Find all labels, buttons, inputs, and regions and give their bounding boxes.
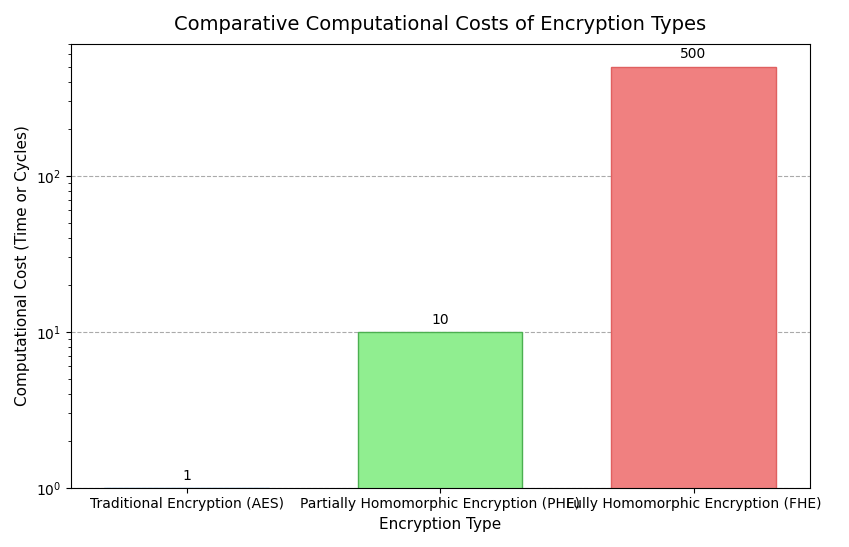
Text: 500: 500 bbox=[680, 48, 706, 61]
Bar bbox=[104, 488, 269, 547]
Bar bbox=[357, 331, 522, 547]
Title: Comparative Computational Costs of Encryption Types: Comparative Computational Costs of Encry… bbox=[174, 15, 706, 34]
X-axis label: Encryption Type: Encryption Type bbox=[379, 517, 501, 532]
Text: 10: 10 bbox=[431, 312, 449, 327]
Bar bbox=[611, 67, 776, 547]
Text: 1: 1 bbox=[183, 469, 191, 482]
Y-axis label: Computational Cost (Time or Cycles): Computational Cost (Time or Cycles) bbox=[15, 125, 30, 406]
